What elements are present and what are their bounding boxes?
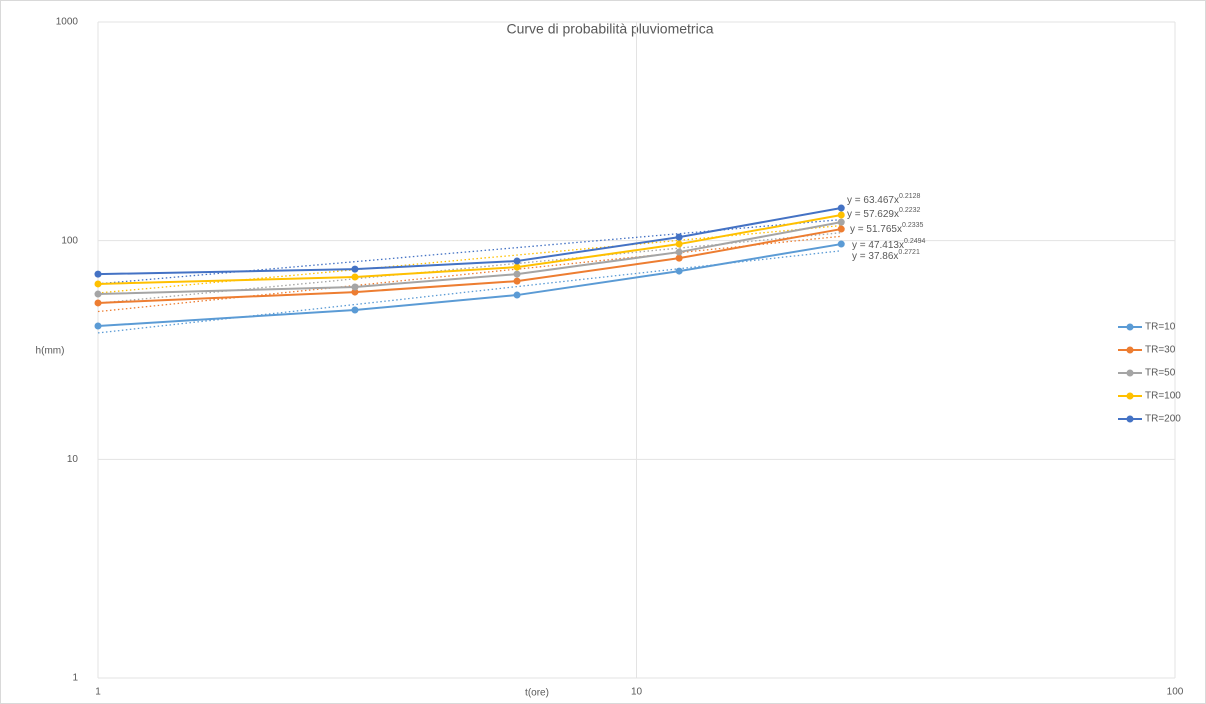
data-point [837,240,845,248]
data-point [94,280,102,288]
data-point [837,204,845,212]
legend-marker [1126,369,1134,377]
data-point [675,254,683,262]
trendline-equation: y = 51.765x0.2335 [850,222,924,235]
equation-exponent: 0.2128 [899,193,921,200]
trendline-equation: y = 63.467x0.2128 [847,193,921,206]
data-point [351,283,359,291]
data-point [675,248,683,256]
data-point [675,267,683,275]
legend-label: TR=50 [1145,368,1176,379]
data-point [837,211,845,219]
equation-exponent: 0.2232 [899,207,921,214]
trendline [97,235,842,313]
data-point [351,273,359,281]
trendline-equation: y = 47.413x0.2494 [852,238,926,251]
data-point [351,265,359,273]
x-tick-label: 10 [631,687,643,698]
data-point [94,270,102,278]
y-tick-label: 10 [67,454,79,465]
legend-label: TR=100 [1145,391,1181,402]
legend-label: TR=30 [1145,345,1176,356]
data-point [513,257,521,265]
legend-label: TR=10 [1145,322,1176,333]
trendline [97,218,842,285]
data-point [513,270,521,278]
data-point [351,288,359,296]
equation-exponent: 0.2335 [902,222,924,229]
data-point [513,291,521,299]
equation-text: y = 63.467x [847,195,899,206]
equation-text: y = 51.765x [850,224,902,235]
trendline [97,224,842,294]
legend-marker [1126,346,1134,354]
equation-exponent: 0.2721 [898,249,920,256]
equation-text: y = 47.413x [852,240,904,251]
data-point [675,240,683,248]
data-point [513,263,521,271]
trendline-equation: y = 37.86x0.2721 [852,249,920,262]
data-point [94,322,102,330]
y-tick-label: 1000 [56,17,79,28]
y-axis-label: h(mm) [36,346,65,357]
legend-marker [1126,392,1134,400]
legend-label: TR=200 [1145,414,1181,425]
equation-text: y = 57.629x [847,209,899,220]
data-point [351,306,359,314]
equation-text: y = 37.86x [852,251,898,262]
legend-marker [1126,415,1134,423]
chart-title: Curve di probabilità pluviometrica [507,21,714,37]
trendline-equation: y = 57.629x0.2232 [847,207,921,220]
data-point [513,277,521,285]
y-tick-label: 1 [72,673,78,684]
legend-marker [1126,323,1134,331]
equation-exponent: 0.2494 [904,238,926,245]
data-point [94,299,102,307]
x-axis-label: t(ore) [525,688,549,699]
data-point [837,218,845,226]
data-point [675,233,683,241]
y-tick-label: 100 [61,235,78,246]
x-tick-label: 1 [95,687,101,698]
data-point [94,290,102,298]
x-tick-label: 100 [1167,687,1184,698]
data-point [837,225,845,233]
